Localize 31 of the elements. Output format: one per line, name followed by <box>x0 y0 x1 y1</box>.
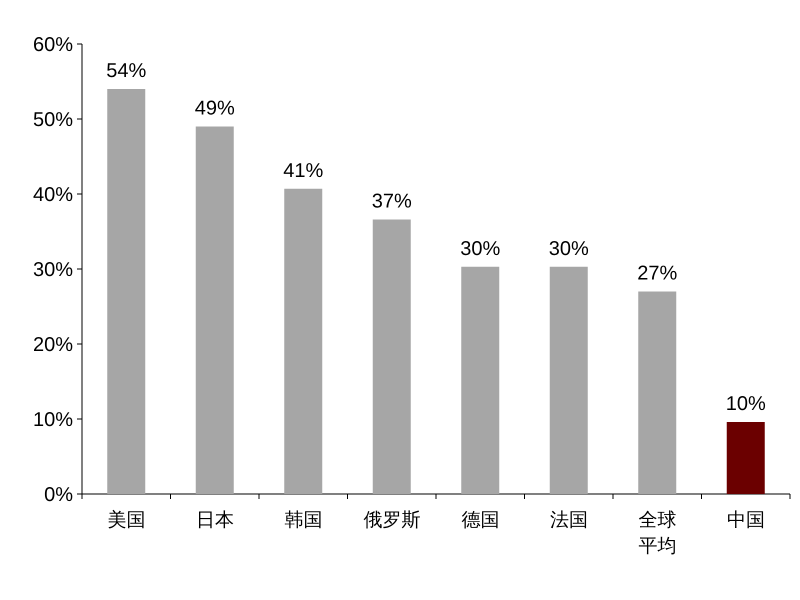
y-tick-label: 10% <box>32 409 74 431</box>
data-label: 27% <box>637 262 678 284</box>
data-label: 54% <box>106 60 146 82</box>
bar <box>196 126 234 494</box>
x-tick-label: 中国 <box>726 510 765 531</box>
bar <box>461 266 500 494</box>
x-tick-label: 全球平均 <box>638 510 676 557</box>
data-label: 30% <box>460 238 500 260</box>
data-label: 41% <box>283 160 324 182</box>
y-tick-label: 40% <box>32 184 74 206</box>
bar <box>638 292 676 494</box>
bar <box>550 266 588 494</box>
bar <box>726 422 765 494</box>
y-tick-label: 60% <box>32 34 74 56</box>
bar <box>372 220 411 494</box>
data-label: 49% <box>194 98 235 120</box>
bar <box>107 89 146 494</box>
data-label: 37% <box>372 190 412 212</box>
data-label: 30% <box>548 238 589 260</box>
x-tick-label: 美国 <box>107 509 146 531</box>
data-label: 10% <box>726 393 766 415</box>
y-tick-label: 0% <box>44 484 74 506</box>
x-tick-label: 韩国 <box>284 510 322 531</box>
x-tick-label: 法国 <box>550 510 588 531</box>
bar <box>284 188 322 494</box>
y-tick-label: 30% <box>32 259 74 281</box>
x-tick-label: 俄罗斯 <box>363 510 420 531</box>
x-tick-label: 日本 <box>196 510 234 531</box>
y-tick-label: 20% <box>32 334 74 356</box>
y-tick-label: 50% <box>32 109 74 131</box>
x-tick-label: 德国 <box>461 510 500 531</box>
